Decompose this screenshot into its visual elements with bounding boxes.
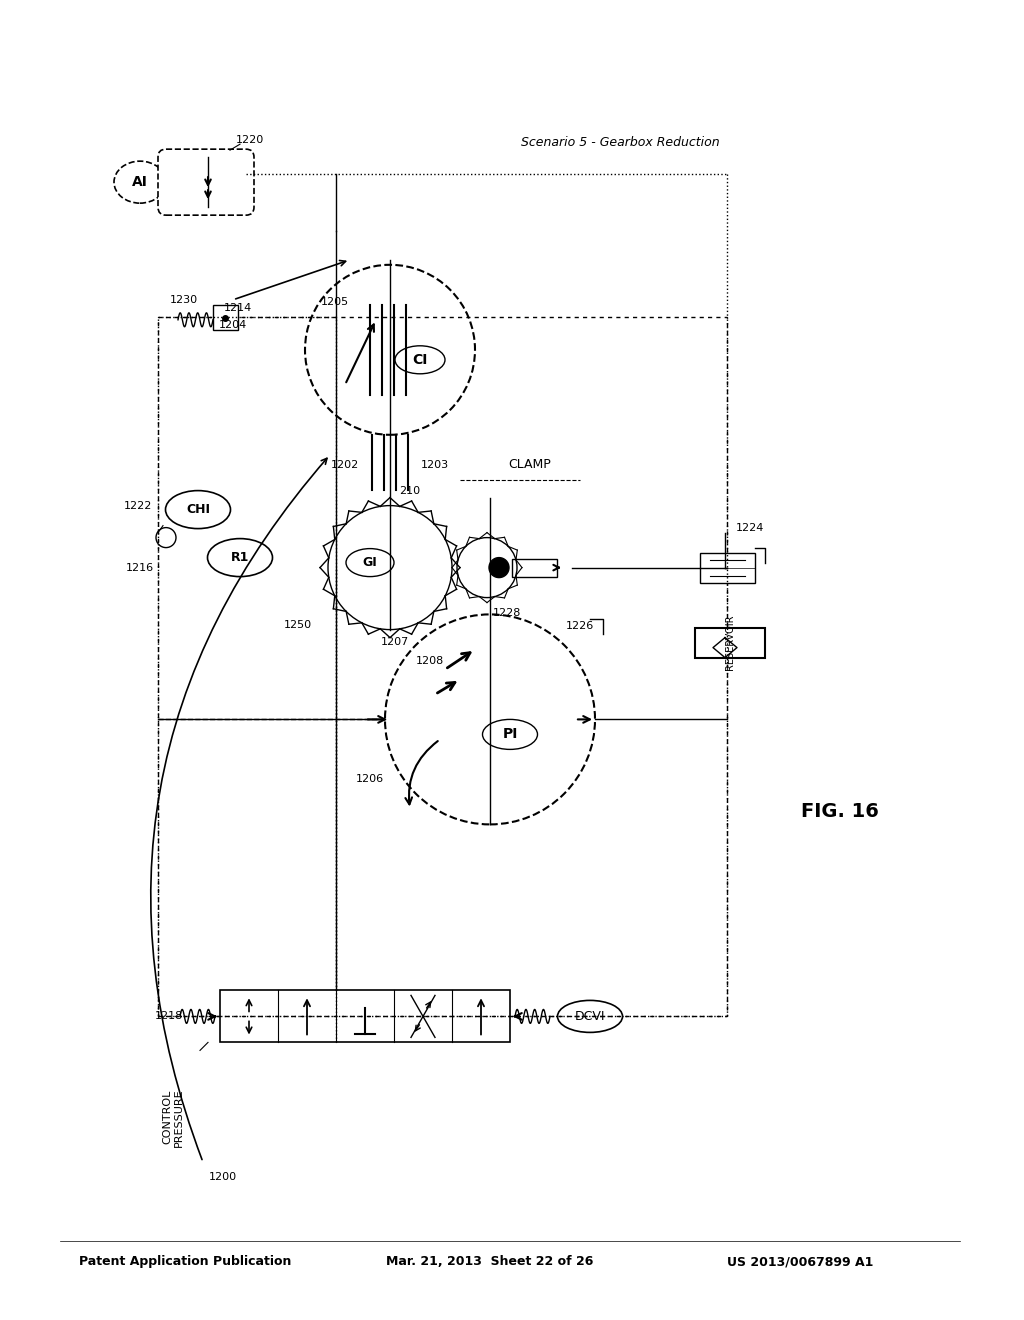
Text: 1202: 1202 [331,459,359,470]
FancyBboxPatch shape [158,149,254,215]
Ellipse shape [114,161,166,203]
Ellipse shape [395,346,445,374]
Text: GI: GI [362,556,378,569]
Text: DCVI: DCVI [574,1010,605,1023]
Text: 1224: 1224 [736,523,764,532]
Text: PI: PI [503,727,518,742]
Ellipse shape [346,549,394,577]
Text: 1230: 1230 [170,294,198,305]
Text: 1203: 1203 [421,459,450,470]
Text: R1: R1 [230,552,249,564]
Text: 1222: 1222 [124,500,153,511]
Text: Patent Application Publication: Patent Application Publication [79,1255,291,1269]
Bar [213,305,238,330]
Bar [700,553,755,582]
Text: 1206: 1206 [356,775,384,784]
Text: 210: 210 [399,486,421,495]
Circle shape [489,557,509,578]
Text: 1200: 1200 [209,1172,238,1183]
Text: RESERVOIR: RESERVOIR [725,615,735,671]
Bar [512,558,557,577]
Bar [158,317,727,1016]
Text: 1226: 1226 [566,622,594,631]
Text: CONTROL
PRESSURE: CONTROL PRESSURE [162,1088,183,1147]
Ellipse shape [482,719,538,750]
Text: AI: AI [132,176,147,189]
Text: 1214: 1214 [224,302,252,313]
Text: FIG. 16: FIG. 16 [801,803,879,821]
Text: 1218: 1218 [155,1011,183,1022]
Ellipse shape [208,539,272,577]
Text: 1207: 1207 [381,636,410,647]
Text: US 2013/0067899 A1: US 2013/0067899 A1 [727,1255,873,1269]
Text: CHI: CHI [186,503,210,516]
Text: 1220: 1220 [236,135,264,145]
Text: 1250: 1250 [284,619,312,630]
Bar [695,627,765,657]
Text: CLAMP: CLAMP [509,458,551,471]
Text: 1228: 1228 [493,607,521,618]
Text: Scenario 5 - Gearbox Reduction: Scenario 5 - Gearbox Reduction [521,136,720,149]
Text: 1204: 1204 [219,319,247,330]
Ellipse shape [557,1001,623,1032]
Bar [220,990,510,1043]
Text: 1205: 1205 [321,297,349,306]
Ellipse shape [166,491,230,528]
Text: 1216: 1216 [126,562,154,573]
Text: CI: CI [413,352,428,367]
Text: Mar. 21, 2013  Sheet 22 of 26: Mar. 21, 2013 Sheet 22 of 26 [386,1255,594,1269]
Text: 1208: 1208 [416,656,444,667]
